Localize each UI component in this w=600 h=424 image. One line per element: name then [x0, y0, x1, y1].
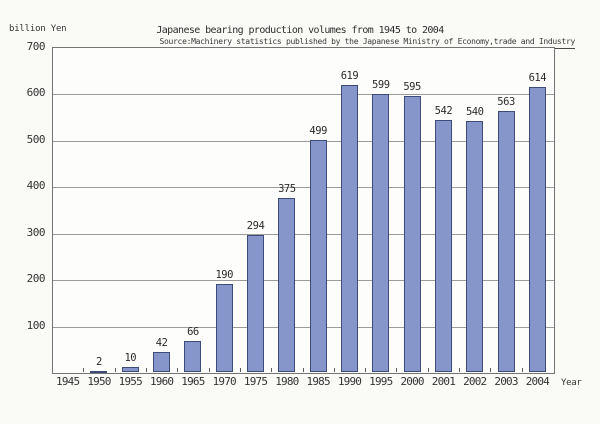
- axis-tick: [114, 368, 116, 372]
- bar-2001: [434, 120, 452, 372]
- gridline: [53, 94, 554, 96]
- bar-value-label: 66: [187, 326, 199, 338]
- bar-value-label: 542: [434, 105, 453, 117]
- axis-tick: [177, 368, 179, 372]
- axis-tick: [271, 368, 273, 372]
- bar-value-label: 294: [246, 220, 265, 232]
- x-tick-label: 1945: [56, 375, 80, 388]
- bar-1980: [278, 198, 296, 372]
- gridline: [53, 187, 554, 189]
- bar-1960: [153, 352, 171, 372]
- y-tick-label: 500: [26, 132, 46, 146]
- bar-value-label: 42: [155, 337, 168, 349]
- bar-value-label: 10: [124, 352, 137, 364]
- bar-value-label: 540: [465, 106, 484, 118]
- x-tick-label: 1985: [306, 375, 331, 388]
- bar-value-label: 190: [215, 269, 233, 281]
- axis-tick: [365, 368, 367, 372]
- x-tick-label: 1995: [369, 375, 393, 388]
- bar-2003: [497, 111, 515, 372]
- axis-tick: [396, 368, 398, 372]
- x-tick-label: 1975: [243, 375, 268, 388]
- x-tick-label: 2000: [400, 375, 424, 388]
- bar-value-label: 563: [497, 96, 515, 108]
- axis-tick: [208, 368, 210, 372]
- axis-tick: [427, 368, 429, 372]
- x-tick-label: 1970: [212, 375, 237, 388]
- x-tick-label: 1965: [181, 375, 205, 388]
- x-tick-label: 1950: [87, 375, 111, 388]
- chart-title: Japanese bearing production volumes from…: [156, 25, 444, 36]
- bar-2000: [403, 96, 421, 372]
- gridline: [53, 280, 554, 282]
- x-tick-label: 1960: [149, 375, 174, 388]
- y-tick-label: 400: [26, 179, 46, 193]
- bar-value-label: 614: [528, 72, 547, 84]
- x-tick-label: 2002: [463, 375, 487, 388]
- bar-1975: [247, 235, 265, 372]
- bar-1985: [309, 140, 327, 372]
- y-tick-label: 300: [26, 225, 46, 239]
- axis-tick: [239, 368, 241, 372]
- y-tick-label: 200: [26, 272, 46, 286]
- bar-1950: [90, 371, 108, 373]
- y-tick-label: 100: [26, 318, 46, 332]
- axis-tick: [333, 368, 335, 372]
- axis-tick: [83, 368, 85, 372]
- bar-1995: [372, 94, 390, 372]
- bar-value-label: 499: [309, 125, 327, 137]
- x-axis-title: Year: [561, 378, 582, 388]
- axis-tick: [490, 368, 492, 372]
- x-tick-label: 1980: [275, 375, 299, 388]
- x-tick-label: 1990: [337, 375, 362, 388]
- bar-value-label: 619: [340, 70, 359, 82]
- bar-1990: [340, 85, 358, 372]
- gridline: [53, 233, 554, 235]
- x-tick-label: 2003: [494, 375, 518, 388]
- bar-value-label: 599: [372, 79, 390, 91]
- bar-2002: [466, 121, 484, 372]
- x-tick-label: 1955: [118, 375, 143, 388]
- y-tick-label: 600: [26, 86, 46, 100]
- x-tick-label: 2004: [525, 375, 550, 388]
- axis-tick: [302, 368, 304, 372]
- bar-2004: [528, 87, 546, 372]
- bar-value-label: 2: [96, 356, 102, 368]
- y-axis-unit-label: billion Yen: [9, 24, 67, 34]
- bar-value-label: 595: [403, 81, 421, 93]
- axis-tick: [459, 368, 461, 372]
- bar-1965: [184, 341, 202, 372]
- y-tick-label: 700: [26, 40, 46, 53]
- bar-value-label: 375: [278, 183, 296, 195]
- axis-tick: [521, 368, 523, 372]
- bar-1955: [121, 367, 139, 372]
- bar-1970: [215, 284, 233, 372]
- axis-tick: [145, 368, 147, 372]
- gridline: [53, 326, 554, 328]
- gridline: [53, 140, 554, 142]
- x-tick-label: 2001: [431, 375, 456, 388]
